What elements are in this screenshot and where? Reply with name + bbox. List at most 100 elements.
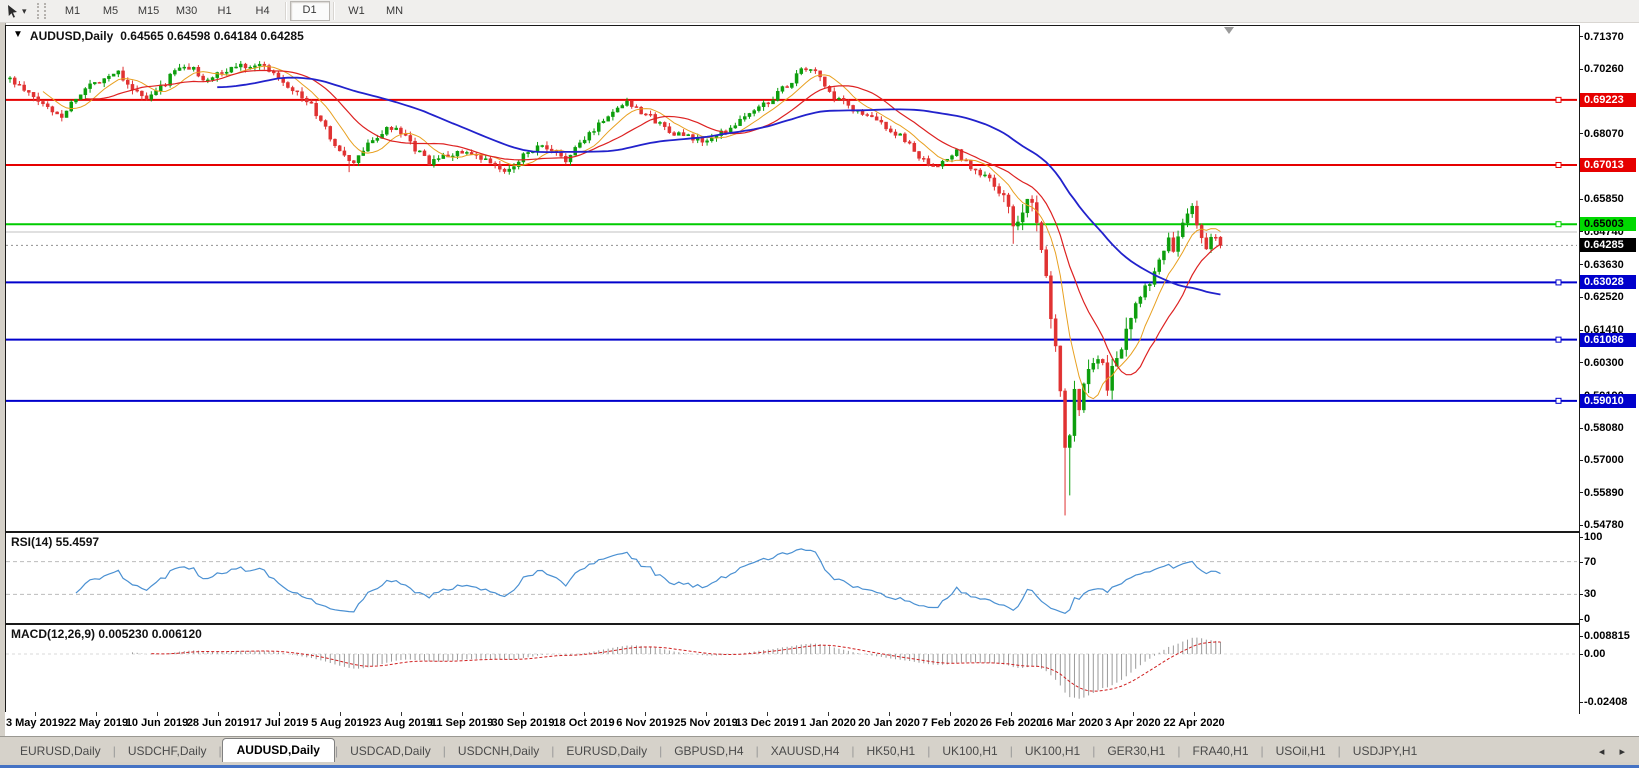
- rsi-axis-label: 0: [1584, 613, 1591, 625]
- price-chart-canvas[interactable]: [6, 26, 1577, 529]
- timeframe-button-mn[interactable]: MN: [385, 5, 404, 17]
- chart-tab-fra40-h1[interactable]: FRA40,H1: [1192, 744, 1249, 758]
- chart-tab-usdcnh-daily[interactable]: USDCNH,Daily: [457, 744, 540, 758]
- macd-axis-tick: [1579, 654, 1583, 655]
- current-price-badge: 0.64285: [1580, 238, 1636, 253]
- macd-canvas[interactable]: [6, 625, 1577, 711]
- timeframe-button-h1[interactable]: H1: [217, 5, 232, 17]
- rsi-panel[interactable]: RSI(14) 55.4597: [5, 532, 1580, 624]
- rsi-canvas[interactable]: [6, 533, 1577, 621]
- time-axis-tick: [706, 712, 707, 716]
- timeframe-button-m1[interactable]: M1: [64, 5, 81, 17]
- chart-tab-ger30-h1[interactable]: GER30,H1: [1107, 744, 1166, 758]
- time-axis-tick: [1194, 712, 1195, 716]
- time-axis-tick: [401, 712, 402, 716]
- price-axis-label: 0.71370: [1584, 30, 1624, 43]
- time-axis-tick: [523, 712, 524, 716]
- chart-ohlc-values: 0.64565 0.64598 0.64184 0.64285: [120, 29, 304, 43]
- cursor-tool-dropdown-icon[interactable]: ▾: [22, 5, 27, 16]
- price-axis-label: 0.62520: [1584, 291, 1624, 304]
- timeframe-button-w1[interactable]: W1: [348, 5, 365, 17]
- rsi-axis-tick: [1579, 619, 1583, 620]
- tab-divider: |: [218, 744, 222, 758]
- window-bottom-edge: [0, 765, 1639, 768]
- chart-tab-gbpusd-h4[interactable]: GBPUSD,H4: [674, 744, 744, 758]
- price-level-badge: 0.65003: [1580, 217, 1636, 232]
- date-axis-label: 26 Feb 2020: [979, 717, 1043, 729]
- chart-tab-audusd-daily[interactable]: AUDUSD,Daily: [221, 738, 335, 763]
- candlesticks-layer[interactable]: [8, 60, 1223, 516]
- tab-divider: |: [1337, 744, 1341, 758]
- price-level-badge: 0.59010: [1580, 393, 1636, 408]
- level-line-handle: [1555, 279, 1562, 286]
- date-axis-label: 25 Nov 2019: [674, 717, 738, 729]
- level-line-handle: [1555, 161, 1562, 168]
- chart-tabs: EURUSD,Daily | USDCHF,Daily | AUDUSD,Daily | U…: [8, 738, 1429, 763]
- macd-axis-label: 0.00: [1584, 648, 1606, 660]
- date-axis-label: 11 Sep 2019: [430, 717, 494, 729]
- date-axis-label: 3 Apr 2020: [1105, 717, 1161, 729]
- chart-tab-uk100-h1[interactable]: UK100,H1: [1024, 744, 1081, 758]
- chart-tab-eurusd-daily[interactable]: EURUSD,Daily: [566, 744, 648, 758]
- level-lines-layer[interactable]: [6, 96, 1577, 404]
- rsi-label: RSI(14) 55.4597: [11, 535, 100, 549]
- date-axis-label: 23 Aug 2019: [369, 717, 433, 729]
- time-axis-tick: [584, 712, 585, 716]
- date-axis-label: 16 Mar 2020: [1040, 717, 1104, 729]
- tab-divider: |: [1177, 744, 1181, 758]
- date-axis-label: 22 Apr 2020: [1163, 717, 1225, 729]
- price-axis-tick: [1579, 264, 1583, 266]
- price-chart-panel[interactable]: ▼ AUDUSD,Daily 0.64565 0.64598 0.64184 0…: [5, 25, 1580, 532]
- date-axis-label: 5 Aug 2019: [311, 717, 369, 729]
- date-axis-label: 1 Jan 2020: [800, 717, 856, 729]
- time-axis-tick: [462, 712, 463, 716]
- price-axis-label: 0.60300: [1584, 356, 1624, 369]
- chart-tab-eurusd-daily[interactable]: EURUSD,Daily: [20, 744, 101, 758]
- macd-label: MACD(12,26,9) 0.005230 0.006120: [11, 627, 202, 641]
- price-axis-label: 0.63630: [1584, 258, 1624, 271]
- date-axis-label: 28 Jun 2019: [186, 717, 250, 729]
- price-level-badge: 0.67013: [1580, 157, 1636, 172]
- chart-tab-usdchf-daily[interactable]: USDCHF,Daily: [127, 744, 207, 758]
- chart-tab-xauusd-h4[interactable]: XAUUSD,H4: [770, 744, 840, 758]
- timeframe-button-m15[interactable]: M15: [137, 5, 160, 17]
- price-axis-tick: [1579, 198, 1583, 200]
- price-axis-border: [1579, 25, 1580, 712]
- tab-divider: |: [442, 744, 446, 758]
- chart-tab-usdjpy-h1[interactable]: USDJPY,H1: [1352, 744, 1418, 758]
- price-axis-label: 0.70260: [1584, 63, 1624, 76]
- time-axis-tick: [340, 712, 341, 716]
- chart-menu-caret-icon[interactable]: ▼: [13, 29, 23, 40]
- tab-divider: |: [1009, 744, 1013, 758]
- toolbar: ▾ M1 M5 M15 M30 H1 H4 D1 W1 MN: [0, 0, 1639, 23]
- chart-tab-uk100-h1[interactable]: UK100,H1: [942, 744, 998, 758]
- chart-tab-bar: EURUSD,Daily | USDCHF,Daily | AUDUSD,Daily | U…: [0, 736, 1639, 763]
- timeframe-button-m5[interactable]: M5: [102, 5, 119, 17]
- price-axis-label: 0.57000: [1584, 454, 1624, 467]
- tab-scroll-arrows[interactable]: ◂ ▸: [1598, 746, 1631, 758]
- time-axis-tick: [35, 712, 36, 716]
- macd-axis-label: 0.008815: [1584, 630, 1630, 643]
- date-axis-label: 13 Dec 2019: [735, 717, 799, 729]
- time-axis-tick: [1011, 712, 1012, 716]
- level-line-handle: [1555, 221, 1562, 228]
- price-axis-tick: [1579, 296, 1583, 298]
- toolbar-gripper[interactable]: [36, 3, 46, 19]
- chart-tab-usdcad-daily[interactable]: USDCAD,Daily: [350, 744, 431, 758]
- price-axis-label: 0.55890: [1584, 486, 1624, 499]
- price-axis-label: 0.54780: [1584, 519, 1624, 532]
- chart-tab-usoil-h1[interactable]: USOil,H1: [1275, 744, 1326, 758]
- time-axis[interactable]: 3 May 2019 22 May 2019 10 Jun 2019 28 Jun 2…: [5, 712, 1579, 736]
- time-axis-tick: [279, 712, 280, 716]
- macd-panel[interactable]: MACD(12,26,9) 0.005230 0.006120: [5, 624, 1580, 714]
- chart-tab-hk50-h1[interactable]: HK50,H1: [866, 744, 916, 758]
- cursor-tool-icon[interactable]: [4, 3, 22, 19]
- price-level-badge: 0.61086: [1580, 332, 1636, 347]
- timeframe-button-h4[interactable]: H4: [255, 5, 270, 17]
- moving-averages-layer: [42, 65, 1221, 400]
- tab-divider: |: [334, 744, 339, 758]
- time-axis-tick: [157, 712, 158, 716]
- timeframe-button-m30[interactable]: M30: [175, 5, 198, 17]
- timeframe-button-d1[interactable]: D1: [289, 1, 330, 21]
